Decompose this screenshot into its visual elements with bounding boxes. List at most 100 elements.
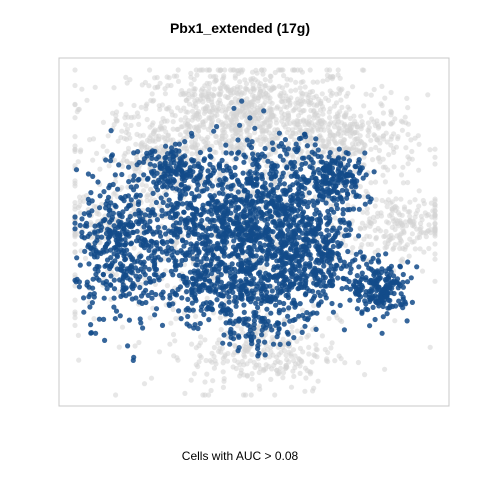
background-cell-point bbox=[72, 283, 78, 289]
highlighted-cell-point bbox=[391, 273, 397, 279]
background-cell-point bbox=[189, 151, 195, 157]
background-cell-point bbox=[72, 82, 78, 89]
highlighted-cell-point bbox=[241, 188, 247, 194]
highlighted-cell-point bbox=[140, 325, 146, 331]
background-cell-point bbox=[332, 358, 338, 364]
highlighted-cell-point bbox=[116, 219, 122, 225]
highlighted-cell-point bbox=[357, 288, 363, 294]
highlighted-cell-point bbox=[89, 198, 95, 204]
highlighted-cell-point bbox=[277, 153, 283, 159]
highlighted-cell-point bbox=[73, 167, 80, 173]
highlighted-cell-point bbox=[255, 210, 261, 216]
background-cell-point bbox=[212, 79, 218, 85]
highlighted-cell-point bbox=[162, 225, 168, 231]
background-cell-point bbox=[341, 123, 347, 129]
highlighted-cell-point bbox=[282, 137, 288, 143]
background-cell-point bbox=[297, 85, 303, 91]
background-cell-point bbox=[72, 249, 78, 255]
background-cell-point bbox=[407, 236, 413, 242]
background-cell-point bbox=[273, 116, 279, 123]
highlighted-cell-point bbox=[79, 229, 85, 235]
highlighted-cell-point bbox=[362, 292, 368, 298]
highlighted-cell-point bbox=[201, 188, 207, 194]
highlighted-cell-point bbox=[254, 193, 260, 199]
highlighted-cell-point bbox=[139, 235, 145, 242]
highlighted-cell-point bbox=[153, 306, 160, 312]
highlighted-cell-point bbox=[340, 207, 346, 213]
highlighted-cell-point bbox=[199, 304, 205, 310]
highlighted-cell-point bbox=[330, 309, 336, 315]
background-cell-point bbox=[94, 150, 100, 156]
background-cell-point bbox=[211, 365, 217, 371]
background-cell-point bbox=[123, 129, 129, 135]
background-cell-point bbox=[432, 212, 438, 218]
highlighted-cell-point bbox=[200, 282, 206, 288]
highlighted-cell-point bbox=[185, 296, 191, 302]
highlighted-cell-point bbox=[205, 304, 211, 310]
highlighted-cell-point bbox=[317, 293, 323, 299]
highlighted-cell-point bbox=[268, 310, 274, 316]
highlighted-cell-point bbox=[112, 172, 118, 178]
background-cell-point bbox=[432, 251, 438, 257]
highlighted-cell-point bbox=[297, 205, 304, 212]
highlighted-cell-point bbox=[364, 261, 370, 267]
highlighted-cell-point bbox=[285, 294, 291, 301]
background-cell-point bbox=[131, 102, 137, 109]
highlighted-cell-point bbox=[273, 169, 279, 175]
highlighted-cell-point bbox=[262, 185, 268, 191]
background-cell-point bbox=[190, 114, 196, 120]
highlighted-cell-point bbox=[122, 236, 128, 243]
highlighted-cell-point bbox=[101, 217, 107, 223]
background-cell-point bbox=[335, 72, 341, 78]
background-cell-point bbox=[237, 373, 243, 379]
highlighted-cell-point bbox=[268, 182, 274, 188]
highlighted-cell-point bbox=[257, 260, 263, 266]
background-cell-point bbox=[170, 126, 176, 132]
highlighted-cell-point bbox=[164, 239, 170, 245]
background-cell-point bbox=[343, 93, 349, 99]
background-cell-point bbox=[186, 101, 193, 107]
highlighted-cell-point bbox=[141, 230, 147, 236]
background-cell-point bbox=[202, 105, 208, 112]
background-cell-point bbox=[366, 129, 372, 135]
highlighted-cell-point bbox=[87, 304, 93, 310]
highlighted-cell-point bbox=[102, 263, 108, 269]
highlighted-cell-point bbox=[273, 296, 279, 303]
highlighted-cell-point bbox=[339, 177, 345, 183]
background-cell-point bbox=[416, 167, 422, 173]
highlighted-cell-point bbox=[97, 193, 103, 199]
background-cell-point bbox=[72, 183, 78, 189]
background-cell-point bbox=[242, 77, 248, 83]
background-cell-point bbox=[428, 200, 434, 206]
background-cell-point bbox=[237, 79, 243, 85]
highlighted-cell-point bbox=[250, 161, 256, 168]
highlighted-cell-point bbox=[167, 292, 173, 298]
highlighted-cell-point bbox=[405, 259, 411, 265]
highlighted-cell-point bbox=[279, 174, 285, 180]
highlighted-cell-point bbox=[253, 253, 259, 259]
background-cell-point bbox=[338, 97, 344, 103]
background-cell-point bbox=[390, 146, 397, 152]
highlighted-cell-point bbox=[108, 247, 114, 253]
background-cell-point bbox=[219, 108, 225, 114]
background-cell-point bbox=[357, 225, 363, 231]
highlighted-cell-point bbox=[126, 291, 132, 297]
background-cell-point bbox=[256, 93, 262, 99]
highlighted-cell-point bbox=[197, 223, 203, 229]
highlighted-cell-point bbox=[216, 231, 222, 237]
background-cell-point bbox=[427, 147, 433, 153]
highlighted-cell-point bbox=[238, 211, 244, 217]
highlighted-cell-point bbox=[170, 301, 176, 307]
highlighted-cell-point bbox=[277, 299, 283, 305]
highlighted-cell-point bbox=[226, 299, 232, 305]
highlighted-cell-point bbox=[89, 300, 95, 306]
highlighted-cell-point bbox=[237, 122, 243, 128]
background-cell-point bbox=[72, 115, 78, 121]
background-cell-point bbox=[407, 209, 413, 215]
background-cell-point bbox=[119, 128, 125, 134]
highlighted-cell-point bbox=[341, 327, 347, 333]
background-cell-point bbox=[251, 107, 257, 113]
highlighted-cell-point bbox=[128, 241, 134, 247]
background-cell-point bbox=[388, 121, 394, 127]
background-cell-point bbox=[159, 102, 165, 108]
